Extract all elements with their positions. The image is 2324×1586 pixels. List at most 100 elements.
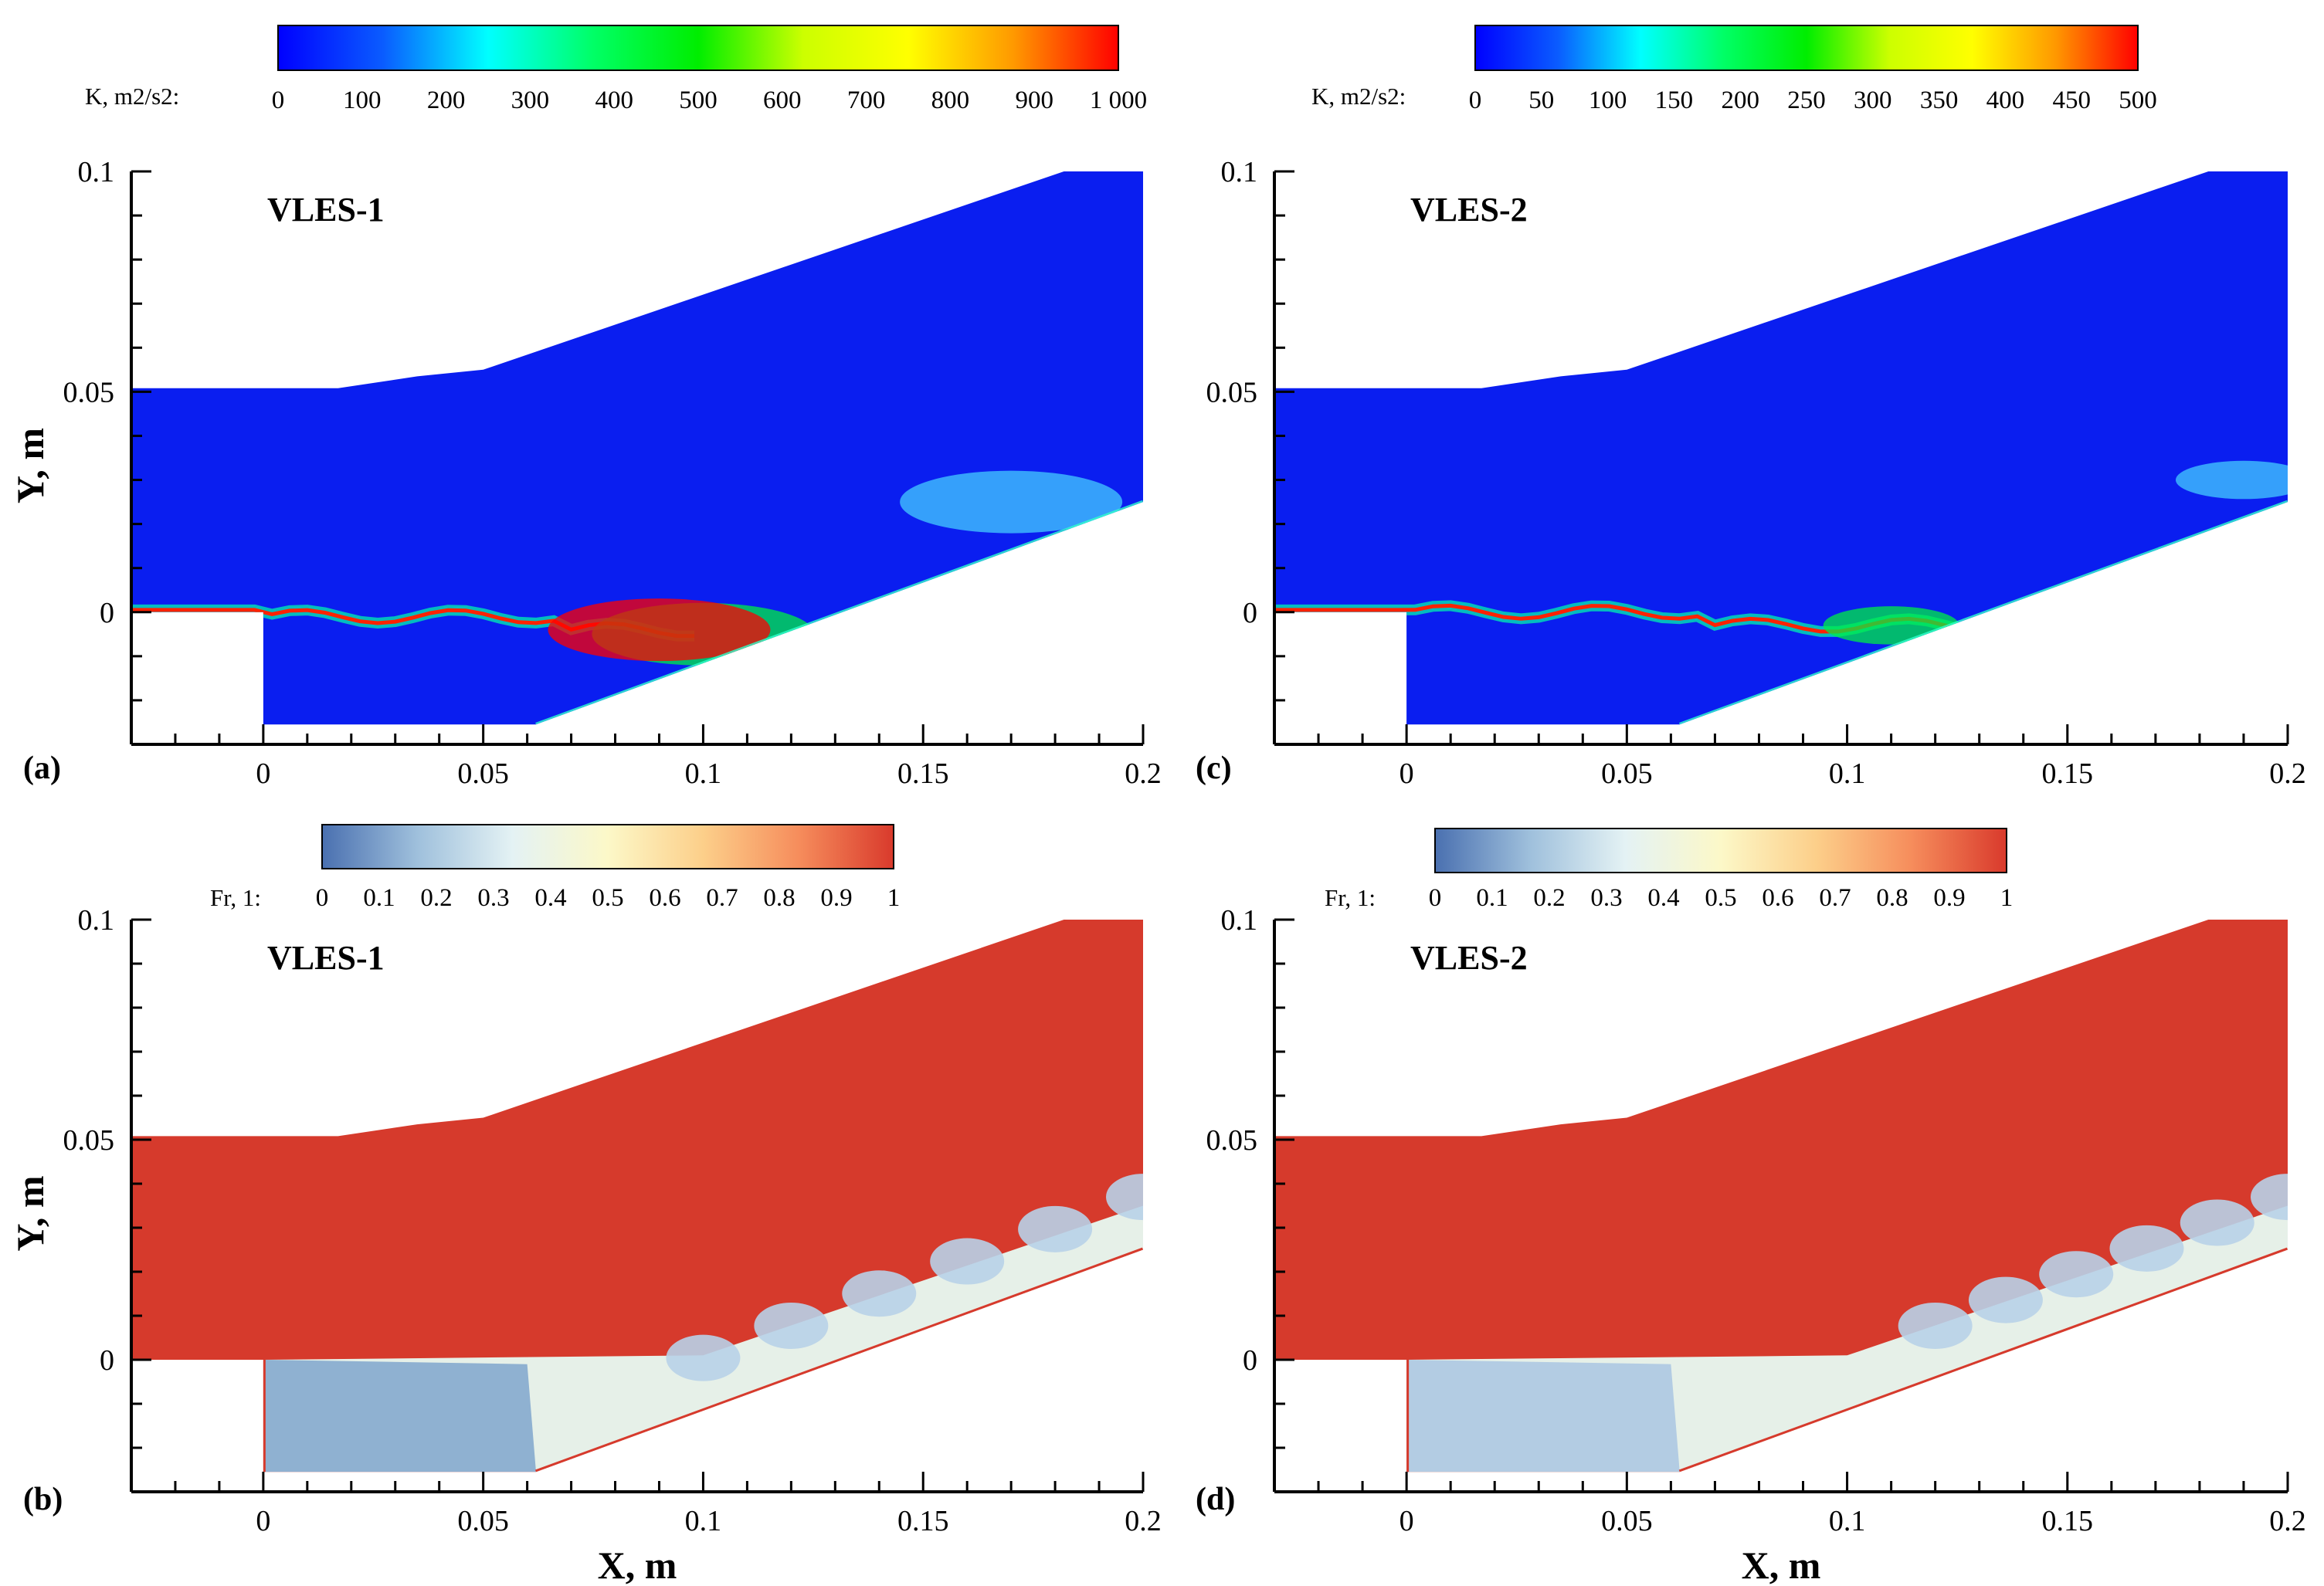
colorbar-tick-label: 0.3 <box>1590 884 1622 912</box>
colorbar-tick-label: 0.5 <box>1705 884 1736 912</box>
panel-letter: (a) <box>23 751 61 786</box>
colorbar-tick-label: 450 <box>2052 86 2091 114</box>
colorbar-fr_left: Fr, 1: 0 0.1 0.2 0.3 0.4 0.5 0.6 0.7 0.8 0.9 1 <box>210 824 901 912</box>
colorbar-tick-label: 900 <box>1015 86 1053 114</box>
colorbar-tick-label: 100 <box>343 86 382 114</box>
colorbar-tick-label: 150 <box>1655 86 1694 114</box>
x-tick-label: 0.05 <box>457 757 509 790</box>
x-tick-label: 0.15 <box>2042 1505 2094 1537</box>
x-tick-label: 0.05 <box>457 1505 509 1537</box>
y-tick-label: 0 <box>100 1344 114 1377</box>
colorbar-tick-label: 0.7 <box>706 884 738 912</box>
x-tick-label: 0.15 <box>2042 757 2094 790</box>
colorbar-tick-label: 0 <box>316 884 329 912</box>
x-tick-label: 0.2 <box>2269 1505 2306 1537</box>
colorbar-tick-label: 0.9 <box>1933 884 1965 912</box>
y-tick-label: 0.1 <box>1221 904 1258 937</box>
colorbar-tick-label: 300 <box>1854 86 1892 114</box>
y-tick-label: 0.05 <box>63 376 115 408</box>
colorbar-k_right: K, m2/s2: 0 50 100 150 200 250 300 350 400 450 500 <box>1311 25 2157 114</box>
colorbar-title: Fr, 1: <box>1325 884 1376 911</box>
panel-letter: (b) <box>23 1482 63 1517</box>
colorbar-tick-label: 350 <box>1920 86 1959 114</box>
flow-domain <box>131 171 1143 725</box>
y-tick-label: 0 <box>100 597 114 629</box>
y-tick-label: 0.1 <box>78 904 115 937</box>
x-tick-label: 0 <box>1399 757 1414 790</box>
vortex-roll <box>1018 1205 1093 1252</box>
colorbar-tick-label: 100 <box>1589 86 1627 114</box>
colorbar-tick-label: 400 <box>595 86 633 114</box>
panel-letter: (c) <box>1196 751 1232 786</box>
colorbar-gradient <box>1474 25 2139 71</box>
colorbar-tick-label: 600 <box>763 86 802 114</box>
panel-a: 0 0.05 0.1 0.15 0.2 0 0.05 0.1 VLES-1 (a) Y, m <box>8 156 1162 790</box>
x-axis-label: X, m <box>598 1544 677 1586</box>
colorbar-tick-label: 400 <box>1986 86 2025 114</box>
colorbar-tick-label: 0.5 <box>592 884 623 912</box>
colorbar-tick-label: 0.1 <box>363 884 395 912</box>
colorbar-tick-label: 0.8 <box>763 884 795 912</box>
colorbar-tick-label: 0.9 <box>820 884 852 912</box>
colorbar-tick-label: 0.2 <box>420 884 452 912</box>
panel-b: 0 0.05 0.1 0.15 0.2 0 0.05 0.1 VLES-1 (b) X, m Y, m <box>8 904 1162 1586</box>
vortex-roll <box>930 1238 1005 1285</box>
panel-c: 0 0.05 0.1 0.15 0.2 0 0.05 0.1 VLES-2 (c) <box>1196 156 2306 790</box>
colorbar-gradient <box>277 25 1119 71</box>
panel-layer: 0 0.05 0.1 0.15 0.2 0 0.05 0.1 VLES-1 (a) Y, m 0 0.0… <box>8 156 2306 1586</box>
vortex-roll <box>1968 1276 2043 1323</box>
y-axis-label: Y, m <box>8 428 52 503</box>
colorbar-tick-label: 500 <box>2119 86 2157 114</box>
x-tick-label: 0.1 <box>685 1505 722 1537</box>
colorbar-fr_right: Fr, 1: 0 0.1 0.2 0.3 0.4 0.5 0.6 0.7 0.8 0.9 1 <box>1325 828 2013 912</box>
panel-title: VLES-2 <box>1410 191 1528 229</box>
colorbar-gradient <box>321 824 894 869</box>
colorbar-k_left: K, m2/s2: 0 100 200 300 400 500 600 700 800 900 1 0… <box>85 25 1147 114</box>
colorbar-title: K, m2/s2: <box>85 83 179 110</box>
flow-features <box>1404 1174 2288 1472</box>
colorbar-tick-label: 0 <box>272 86 285 114</box>
vortex-roll <box>842 1270 917 1317</box>
vortex-roll <box>2109 1225 2184 1272</box>
x-tick-label: 0 <box>256 1505 270 1537</box>
turbulence-blob <box>2175 460 2288 500</box>
colorbar-tick-label: 500 <box>679 86 718 114</box>
x-tick-label: 0 <box>256 757 270 790</box>
colorbar-tick-label: 0 <box>1469 86 1482 114</box>
colorbar-tick-label: 700 <box>847 86 886 114</box>
colorbar-tick-label: 0.4 <box>1647 884 1679 912</box>
x-axis-label: X, m <box>1742 1544 1821 1586</box>
x-tick-label: 0.15 <box>897 1505 949 1537</box>
turbulence-blob <box>548 598 771 662</box>
cavity-region <box>1406 1360 1680 1472</box>
y-tick-label: 0.1 <box>78 156 115 188</box>
flow-domain <box>1274 171 2288 725</box>
x-tick-label: 0.05 <box>1601 1505 1653 1537</box>
colorbar-title: Fr, 1: <box>210 884 261 911</box>
y-tick-label: 0.1 <box>1221 156 1258 188</box>
x-tick-label: 0.05 <box>1601 757 1653 790</box>
colorbar-tick-label: 0.8 <box>1876 884 1908 912</box>
x-tick-label: 0.1 <box>1829 757 1866 790</box>
colorbar-tick-label: 1 000 <box>1090 86 1147 114</box>
colorbar-tick-label: 0.7 <box>1819 884 1851 912</box>
colorbar-tick-label: 0.1 <box>1476 884 1508 912</box>
colorbar-title: K, m2/s2: <box>1311 83 1406 110</box>
colorbar-tick-label: 800 <box>931 86 970 114</box>
colorbar-tick-label: 0.6 <box>1762 884 1793 912</box>
cavity-region <box>263 1360 536 1472</box>
y-tick-label: 0 <box>1243 597 1257 629</box>
colorbar-gradient <box>1434 828 2007 873</box>
colorbar-tick-label: 200 <box>1721 86 1759 114</box>
y-tick-label: 0.05 <box>1206 376 1258 408</box>
turbulence-blob <box>900 470 1123 534</box>
vortex-roll <box>1106 1174 1143 1221</box>
vortex-roll <box>1898 1302 1973 1349</box>
y-tick-label: 0 <box>1243 1344 1257 1377</box>
panel-d: 0 0.05 0.1 0.15 0.2 0 0.05 0.1 VLES-2 (d) X, m <box>1196 904 2306 1586</box>
panel-title: VLES-1 <box>267 191 385 229</box>
colorbar-tick-label: 50 <box>1528 86 1554 114</box>
panel-title: VLES-1 <box>267 939 385 977</box>
x-tick-label: 0.15 <box>897 757 949 790</box>
colorbar-tick-label: 1 <box>887 884 901 912</box>
